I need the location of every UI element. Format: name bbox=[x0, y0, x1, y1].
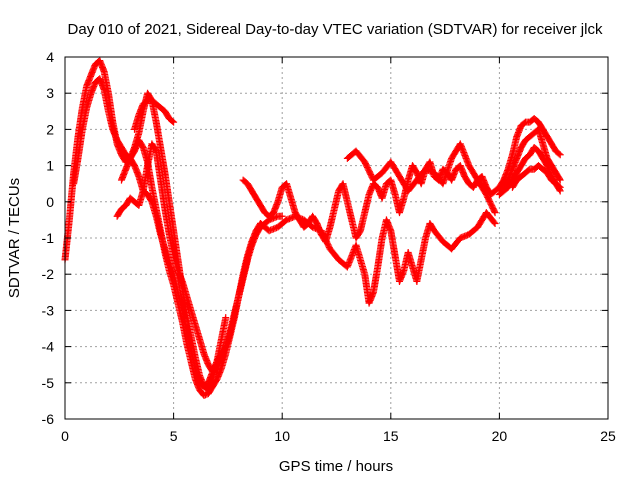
x-tick-label: 15 bbox=[383, 428, 399, 444]
data-point bbox=[556, 151, 564, 159]
x-tick-labels: 0 5 10 15 20 25 bbox=[61, 428, 616, 444]
data-point bbox=[556, 183, 564, 191]
y-tick-label: -1 bbox=[42, 230, 55, 246]
axis-ticks bbox=[64, 56, 609, 420]
x-tick-label: 25 bbox=[600, 428, 616, 444]
data-point bbox=[555, 182, 563, 190]
series-track-d bbox=[117, 89, 230, 394]
data-point bbox=[169, 117, 177, 125]
series-track-j bbox=[495, 125, 564, 195]
data-points bbox=[61, 57, 564, 399]
data-point bbox=[490, 207, 498, 215]
x-tick-label: 10 bbox=[274, 428, 290, 444]
y-axis-label: SDTVAR / TECUs bbox=[6, 178, 23, 298]
y-tick-label: 2 bbox=[46, 121, 54, 137]
y-tick-label: 4 bbox=[46, 49, 54, 65]
x-tick-label: 20 bbox=[492, 428, 508, 444]
x-tick-label: 5 bbox=[170, 428, 178, 444]
data-point bbox=[491, 220, 499, 228]
data-point bbox=[243, 256, 251, 264]
y-tick-label: 3 bbox=[46, 85, 54, 101]
data-point bbox=[278, 212, 286, 220]
data-point bbox=[170, 118, 178, 126]
y-tick-label: -5 bbox=[42, 375, 55, 391]
y-tick-label: 0 bbox=[46, 194, 54, 210]
data-point bbox=[491, 209, 499, 217]
series-track-e bbox=[131, 96, 178, 133]
y-tick-label: -2 bbox=[42, 266, 55, 282]
data-point bbox=[222, 314, 230, 322]
data-point bbox=[555, 175, 563, 183]
chart-title: Day 010 of 2021, Sidereal Day-to-day VTE… bbox=[68, 21, 603, 38]
data-point bbox=[555, 150, 563, 158]
y-tick-label: -3 bbox=[42, 302, 55, 318]
series-track-g bbox=[256, 209, 499, 307]
data-point bbox=[556, 176, 564, 184]
x-axis-label: GPS time / hours bbox=[279, 458, 393, 475]
y-tick-label: -4 bbox=[42, 339, 55, 355]
data-point bbox=[490, 218, 498, 226]
series-track-h bbox=[343, 140, 499, 217]
series-track-l bbox=[508, 162, 564, 191]
y-tick-labels: -6 -5 -4 -3 -2 -1 0 1 2 3 4 bbox=[42, 49, 55, 427]
x-tick-label: 0 bbox=[61, 428, 69, 444]
y-tick-label: -6 bbox=[42, 411, 55, 427]
y-tick-label: 1 bbox=[46, 158, 54, 174]
